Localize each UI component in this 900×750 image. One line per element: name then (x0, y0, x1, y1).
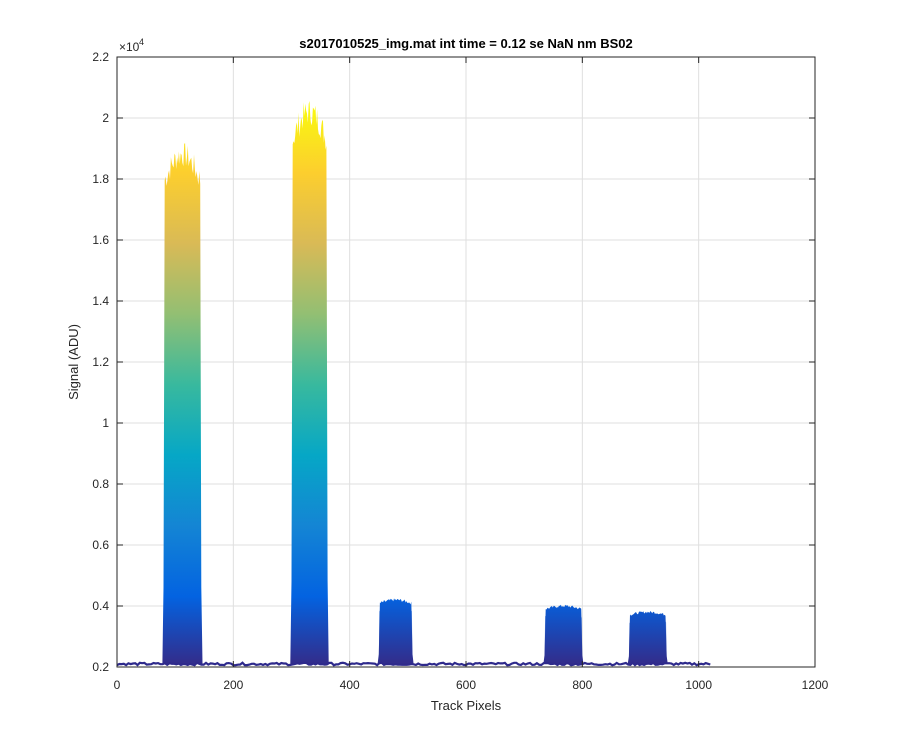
signal-peak-inner (544, 610, 583, 664)
signal-peak-inner (628, 617, 667, 664)
y-tick-label: 0.8 (92, 477, 109, 491)
y-tick-label: 0.6 (92, 538, 109, 552)
x-tick-label: 0 (114, 678, 121, 692)
y-tick-label: 1.8 (92, 172, 109, 186)
signal-peak-inner (163, 525, 202, 664)
y-tick-label: 0.4 (92, 599, 109, 613)
y-axis-label: Signal (ADU) (66, 324, 81, 400)
x-tick-label: 600 (456, 678, 476, 692)
ticks: 0 200 400 600 800 1000 1200 0.2 0.4 0.6 0.8 1 1.2 1.4… (92, 50, 828, 692)
x-tick-label: 400 (340, 678, 360, 692)
signal-baseline (116, 661, 711, 667)
x-tick-label: 800 (572, 678, 592, 692)
y-tick-label: 2 (102, 111, 109, 125)
x-tick-label: 1000 (685, 678, 712, 692)
data-series (116, 101, 711, 667)
y-tick-label: 1.4 (92, 294, 109, 308)
y-tick-label: 2.2 (92, 50, 109, 64)
chart-title: s2017010525_img.mat int time = 0.12 se N… (299, 36, 633, 51)
x-axis-label: Track Pixels (431, 698, 502, 713)
x-tick-label: 200 (223, 678, 243, 692)
signal-peak-inner (378, 605, 413, 664)
y-tick-label: 1.6 (92, 233, 109, 247)
signal-peak-inner (291, 458, 328, 664)
y-tick-label: 1 (102, 416, 109, 430)
grid (117, 57, 815, 667)
y-tick-label: 0.2 (92, 660, 109, 674)
y-exponent-power: 4 (139, 37, 144, 47)
x-tick-label: 1200 (802, 678, 829, 692)
y-exponent-label: ×10 (119, 40, 140, 54)
y-tick-label: 1.2 (92, 355, 109, 369)
